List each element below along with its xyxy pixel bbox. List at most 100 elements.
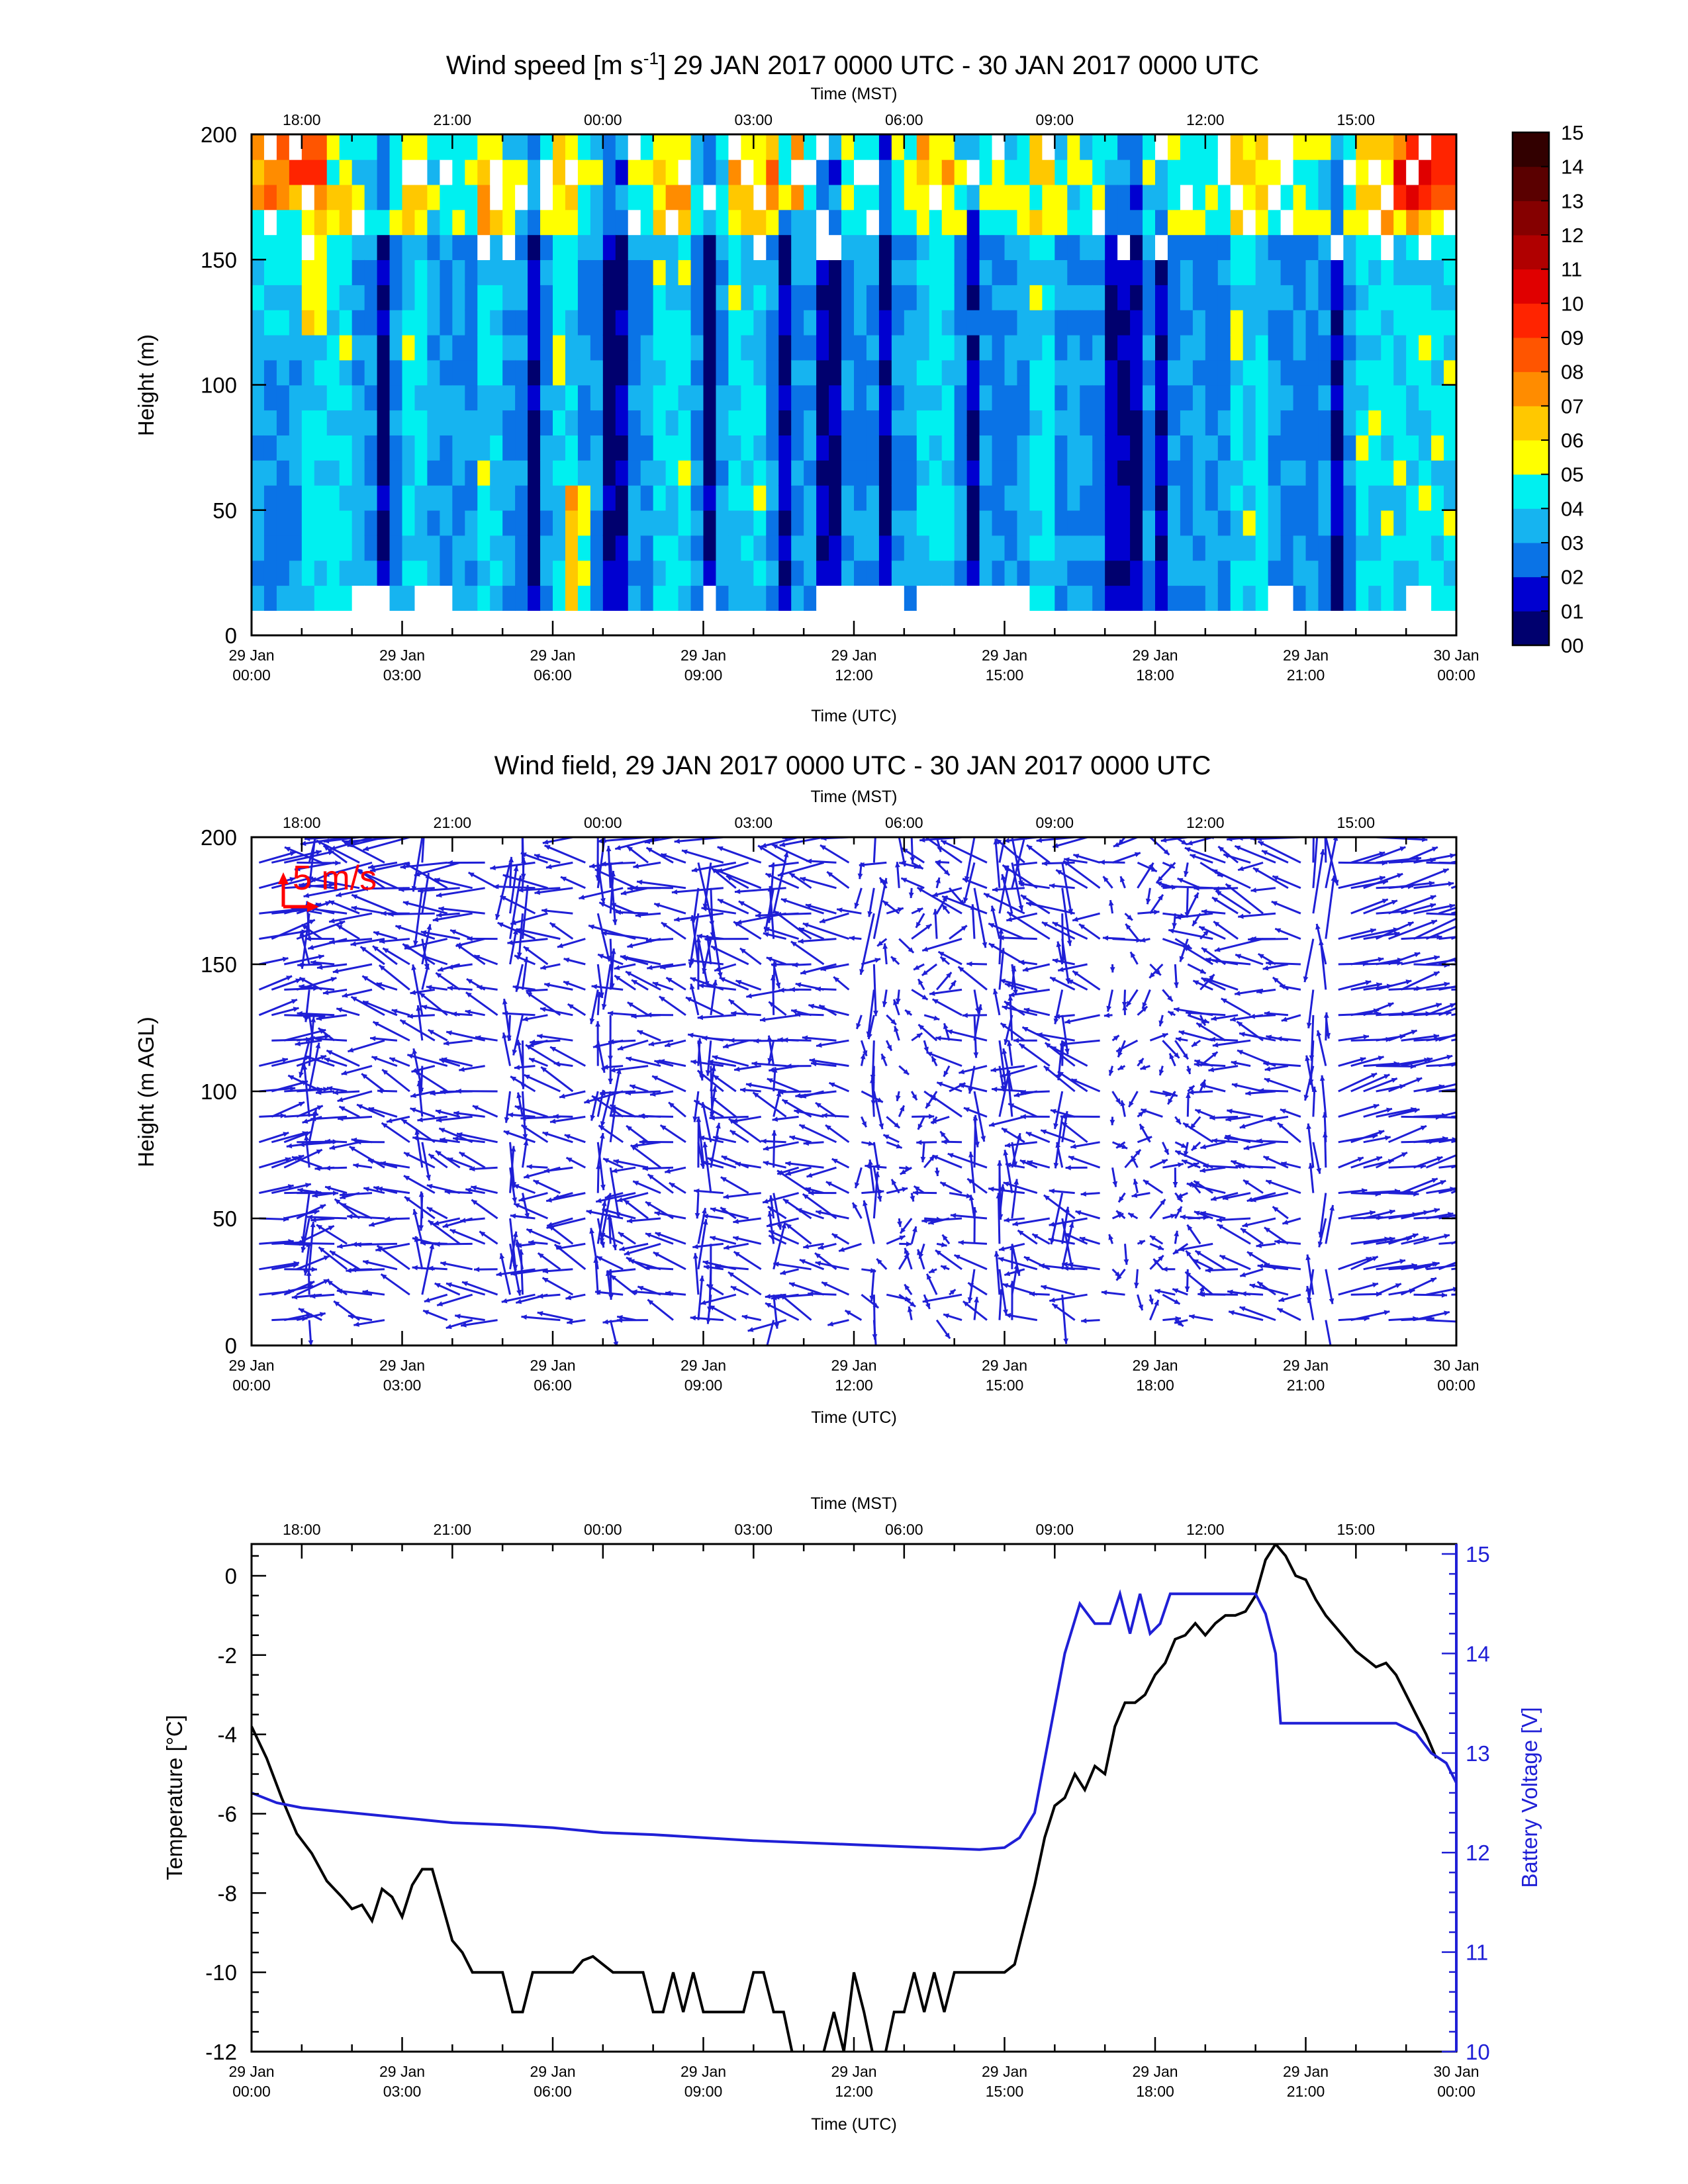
heat-cell	[1243, 510, 1256, 536]
wind-vector-head	[653, 1252, 659, 1257]
wind-vector-head	[596, 1256, 603, 1261]
heat-cell	[791, 385, 804, 411]
heat-cell	[301, 285, 315, 310]
wind-vector-head	[665, 1168, 671, 1174]
wind-vector-head	[945, 1332, 951, 1339]
heat-cell	[301, 460, 315, 486]
wind-vector-head	[351, 1137, 357, 1143]
wind-vector-head	[808, 1190, 814, 1196]
heat-cell	[1343, 159, 1357, 185]
heat-cell	[1343, 510, 1357, 536]
wind-vector-head	[1182, 1053, 1188, 1060]
wind-vector	[984, 837, 987, 839]
wind-vector	[1008, 988, 1050, 997]
wind-vector-head	[538, 1253, 544, 1259]
wind-vector	[655, 1232, 686, 1245]
heat-cell	[540, 234, 553, 261]
wind-vector-head	[863, 1200, 868, 1206]
heat-cell	[1444, 334, 1456, 361]
wind-vector-head	[1238, 913, 1244, 919]
heat-cell	[465, 209, 479, 236]
wind-vector-head	[295, 978, 302, 983]
wind-vector-head	[821, 1113, 827, 1118]
heat-cell	[1092, 435, 1105, 461]
wind-vector-head	[966, 961, 972, 967]
wind-vector-head	[545, 864, 552, 870]
wind-vector-head	[869, 1295, 875, 1302]
heat-cell	[966, 585, 980, 611]
heat-cell	[816, 159, 829, 185]
wind-vector-head	[1064, 1048, 1070, 1054]
wind-vector	[752, 1091, 787, 1118]
heat-cell	[1004, 159, 1018, 185]
heat-cell	[1105, 359, 1118, 386]
wind-vector-head	[1005, 982, 1011, 988]
heat-cell	[452, 209, 466, 236]
heat-cell	[1331, 259, 1344, 285]
heat-cell	[1356, 560, 1370, 586]
wind-vector	[636, 880, 686, 889]
wind-vector	[690, 1316, 724, 1322]
wind-vector-head	[521, 1125, 528, 1130]
heat-cell	[263, 134, 277, 160]
wind-vector	[815, 1261, 849, 1271]
heat-cell	[1205, 560, 1219, 586]
heat-cell	[891, 560, 905, 586]
heat-cell	[640, 484, 654, 511]
heat-cell	[954, 134, 968, 160]
heat-cell	[1105, 535, 1118, 561]
heat-cell	[1444, 134, 1456, 160]
heat-cell	[515, 410, 528, 435]
wind-vector	[671, 887, 724, 893]
wind-vector-head	[299, 1142, 305, 1148]
wind-vector-head	[594, 869, 601, 874]
wind-vector-head	[872, 1011, 878, 1017]
heat-cell	[1117, 134, 1131, 160]
heat-cell	[1280, 234, 1294, 261]
heat-cell	[716, 484, 729, 511]
wind-vector-head	[874, 958, 881, 963]
heat-cell	[1217, 285, 1231, 310]
wind-vector-head	[429, 1243, 435, 1250]
wind-vector	[381, 1068, 410, 1093]
heat-cell	[904, 134, 917, 160]
wind-vector	[872, 964, 877, 1017]
heat-cell	[528, 410, 541, 435]
heat-cell	[778, 535, 792, 561]
heat-cell	[665, 259, 679, 285]
heat-cell	[1042, 484, 1056, 511]
wind-vector-head	[367, 1158, 374, 1164]
heat-cell	[791, 259, 804, 285]
heat-cell	[1004, 334, 1018, 361]
wind-vector	[998, 936, 1037, 940]
heat-cell	[1293, 359, 1307, 386]
heat-cell	[904, 435, 917, 461]
heat-cell	[1280, 209, 1294, 236]
wind-vector-head	[613, 1341, 619, 1345]
wind-vector	[872, 1167, 882, 1202]
heat-cell	[1318, 435, 1332, 461]
wind-vector-head	[998, 928, 1004, 934]
wind-vector-head	[1272, 977, 1279, 983]
heat-cell	[1004, 435, 1018, 461]
heat-cell	[778, 259, 792, 285]
wind-vector	[1259, 837, 1264, 839]
wind-vector-head	[942, 1234, 948, 1241]
wind-vector-head	[610, 1275, 617, 1281]
wind-vector	[820, 844, 850, 864]
wind-vector-head	[1186, 1010, 1192, 1016]
wind-vector-head	[765, 873, 772, 878]
heat-cell	[590, 209, 604, 236]
heat-cell	[992, 259, 1006, 285]
heat-cell	[477, 359, 491, 386]
heat-cell	[289, 259, 303, 285]
heat-cell	[941, 309, 955, 336]
heat-cell	[528, 359, 541, 386]
heat-cell	[778, 159, 792, 185]
heat-cell	[326, 285, 340, 310]
heat-cell	[427, 585, 441, 611]
heat-cell	[452, 285, 466, 310]
heat-cell	[1305, 460, 1319, 486]
heat-cell	[1029, 560, 1043, 586]
heat-cell	[452, 184, 466, 210]
